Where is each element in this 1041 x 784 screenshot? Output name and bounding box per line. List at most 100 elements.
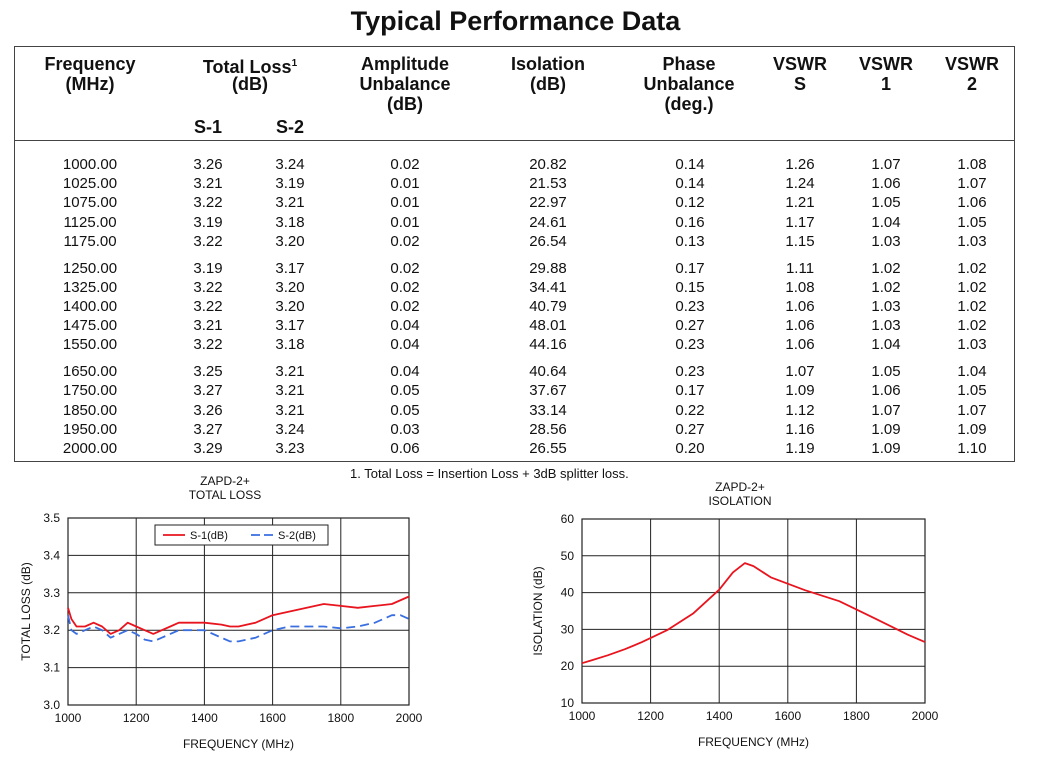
table-cell: 22.97 — [529, 194, 567, 212]
table-cell: 0.12 — [675, 194, 705, 212]
footnote-marker: 1 — [291, 58, 298, 69]
table-cell: 3.27 — [193, 382, 223, 400]
y-axis-label: TOTAL LOSS (dB) — [19, 562, 33, 660]
table-cell: 0.05 — [390, 401, 420, 419]
y-tick-label: 20 — [561, 659, 575, 673]
table-cell: 1.02 — [957, 298, 987, 315]
table-cell: 44.16 — [529, 336, 567, 354]
table-cell: 3.20 — [275, 232, 305, 250]
group-gap — [846, 251, 926, 259]
table-cell: 0.02 — [390, 278, 420, 296]
table-cell: 0.17 — [675, 259, 705, 277]
table-cell: 0.23 — [675, 363, 705, 381]
table-cell: 0.13 — [675, 232, 705, 250]
table-cell: 1.03 — [957, 336, 987, 354]
column-vswr-2: 1.08 1.07 1.06 1.05 1.03 1.02 1.02 1.02 1.02 1.03… — [932, 155, 1012, 458]
table-cell: 1.08 — [785, 278, 815, 296]
x-tick-label: 1000 — [55, 711, 82, 725]
table-cell: 3.29 — [193, 440, 223, 457]
column-s1: 3.26 3.21 3.22 3.19 3.22 3.19 3.22 3.22 3.21 3.22… — [180, 155, 236, 458]
table-cell: 1325.00 — [62, 278, 118, 296]
column-phase: 0.14 0.14 0.12 0.16 0.13 0.17 0.15 0.23 0.27 0.23… — [630, 155, 750, 458]
legend-label-2: S-2(dB) — [278, 530, 316, 542]
table-cell: 1.06 — [871, 382, 901, 400]
table-cell: 3.21 — [275, 401, 305, 419]
table-cell: 1.07 — [957, 401, 987, 419]
table-cell: 3.19 — [275, 175, 305, 193]
table-cell: 1850.00 — [62, 401, 118, 419]
x-tick-label: 1800 — [327, 711, 354, 725]
table-cell: 0.02 — [390, 259, 420, 277]
group-gap — [30, 251, 150, 259]
series-line-1 — [581, 562, 926, 665]
header-total-loss-label: Total Loss — [202, 57, 292, 77]
table-cell: 1.02 — [957, 278, 987, 296]
y-tick-label: 10 — [561, 696, 575, 710]
table-cell: 33.14 — [529, 401, 567, 419]
table-cell: 26.54 — [529, 232, 567, 250]
table-cell: 0.15 — [675, 278, 705, 296]
table-cell: 0.03 — [390, 420, 420, 438]
table-cell: 37.67 — [529, 382, 567, 400]
table-cell: 0.23 — [675, 336, 705, 354]
table-cell: 3.21 — [193, 317, 223, 335]
table-cell: 2000.00 — [62, 440, 118, 457]
y-tick-label: 3.1 — [43, 661, 60, 675]
table-cell: 1025.00 — [62, 175, 118, 193]
table-cell: 1.26 — [785, 156, 815, 173]
table-cell: 0.14 — [675, 156, 705, 173]
group-gap — [488, 355, 608, 363]
y-axis-label: ISOLATION (dB) — [531, 566, 545, 655]
table-cell: 1.11 — [785, 259, 815, 277]
table-cell: 1.07 — [871, 401, 901, 419]
total-loss-chart: 1000 1200 1400 1600 1800 2000 3.0 3.1 3.2 3.3 3.4 3… — [19, 511, 423, 751]
group-gap — [180, 251, 236, 259]
table-cell: 34.41 — [529, 278, 567, 296]
header-amplitude-unbalance: Amplitude Unbalance (dB) — [359, 54, 451, 114]
y-tick-label: 40 — [561, 586, 575, 600]
table-cell: 0.17 — [675, 382, 705, 400]
table-cell: 3.17 — [275, 259, 305, 277]
column-isolation: 20.82 21.53 22.97 24.61 26.54 29.88 34.41 40.79… — [488, 155, 608, 458]
table-cell: 3.23 — [275, 440, 305, 457]
header-s2: S-2 — [275, 117, 304, 137]
header-s1: S-1 — [193, 117, 222, 137]
series-line-1 — [67, 595, 410, 635]
table-cell: 3.18 — [275, 213, 305, 231]
table-cell: 3.22 — [193, 278, 223, 296]
x-tick-label: 1000 — [569, 709, 596, 723]
table-cell: 1.06 — [957, 194, 987, 212]
x-tick-label: 1400 — [191, 711, 218, 725]
x-tick-label: 1200 — [637, 709, 664, 723]
table-cell: 3.22 — [193, 232, 223, 250]
table-cell: 3.21 — [275, 382, 305, 400]
table-cell: 0.20 — [675, 440, 705, 457]
table-cell: 29.88 — [529, 259, 567, 277]
table-cell: 1650.00 — [62, 363, 118, 381]
table-cell: 3.21 — [275, 363, 305, 381]
table-cell: 1.05 — [957, 382, 987, 400]
x-tick-label: 1400 — [706, 709, 733, 723]
table-cell: 1.19 — [785, 440, 815, 457]
table-cell: 0.04 — [390, 363, 420, 381]
table-cell: 0.02 — [390, 156, 420, 173]
plot-frame — [67, 517, 410, 706]
table-cell: 0.06 — [390, 440, 420, 457]
header-isolation: Isolation (dB) — [510, 54, 585, 94]
column-frequency: 1000.00 1025.00 1075.00 1125.00 1175.00 1250.… — [30, 155, 150, 458]
group-gap — [932, 251, 1012, 259]
group-gap — [262, 251, 318, 259]
series-line-2 — [67, 614, 410, 643]
x-tick-label: 1200 — [123, 711, 150, 725]
table-cell: 1.06 — [785, 317, 815, 335]
table-cell: 0.01 — [390, 194, 420, 212]
table-cell: 1.03 — [871, 317, 901, 335]
table-cell: 1.04 — [871, 336, 901, 354]
table-cell: 3.21 — [193, 175, 223, 193]
y-tick-label: 3.3 — [43, 586, 60, 600]
table-cell: 3.25 — [193, 363, 223, 381]
table-cell: 3.18 — [275, 336, 305, 354]
table-cell: 1.10 — [957, 440, 987, 457]
page-title: Typical Performance Data — [350, 6, 681, 36]
table-cell: 1.09 — [957, 420, 987, 438]
